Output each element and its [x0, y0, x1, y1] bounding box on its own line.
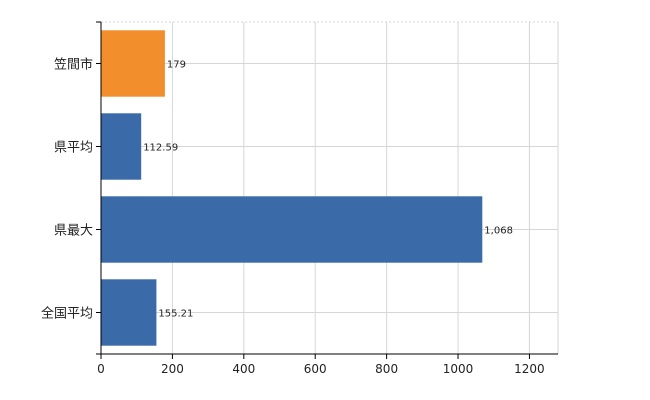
bar-value-label: 155.21: [158, 309, 193, 320]
bar: [101, 113, 142, 180]
x-tick-label: 1200: [514, 362, 545, 376]
bar-value-label: 1,068: [484, 226, 513, 237]
x-tick-label: 600: [304, 362, 327, 376]
x-tick-label: 400: [232, 362, 255, 376]
grid-layer: [101, 21, 559, 354]
bar-value-label: 179: [167, 60, 186, 71]
y-tick-label: 県平均: [54, 141, 93, 156]
bar: [101, 196, 483, 263]
x-tick-label: 200: [161, 362, 184, 376]
x-tick-label: 0: [97, 362, 105, 376]
y-tick-label: 全国平均: [41, 306, 93, 322]
y-tick-label: 笠間市: [54, 57, 93, 73]
bar: [101, 30, 165, 97]
y-tick-label: 県最大: [54, 224, 93, 239]
x-tick-label: 1000: [443, 362, 474, 376]
bar-value-label: 112.59: [143, 143, 178, 154]
bar: [101, 279, 157, 346]
axis-layer: [96, 21, 558, 359]
x-tick-label: 800: [375, 362, 398, 376]
bar-layer: [101, 30, 483, 346]
